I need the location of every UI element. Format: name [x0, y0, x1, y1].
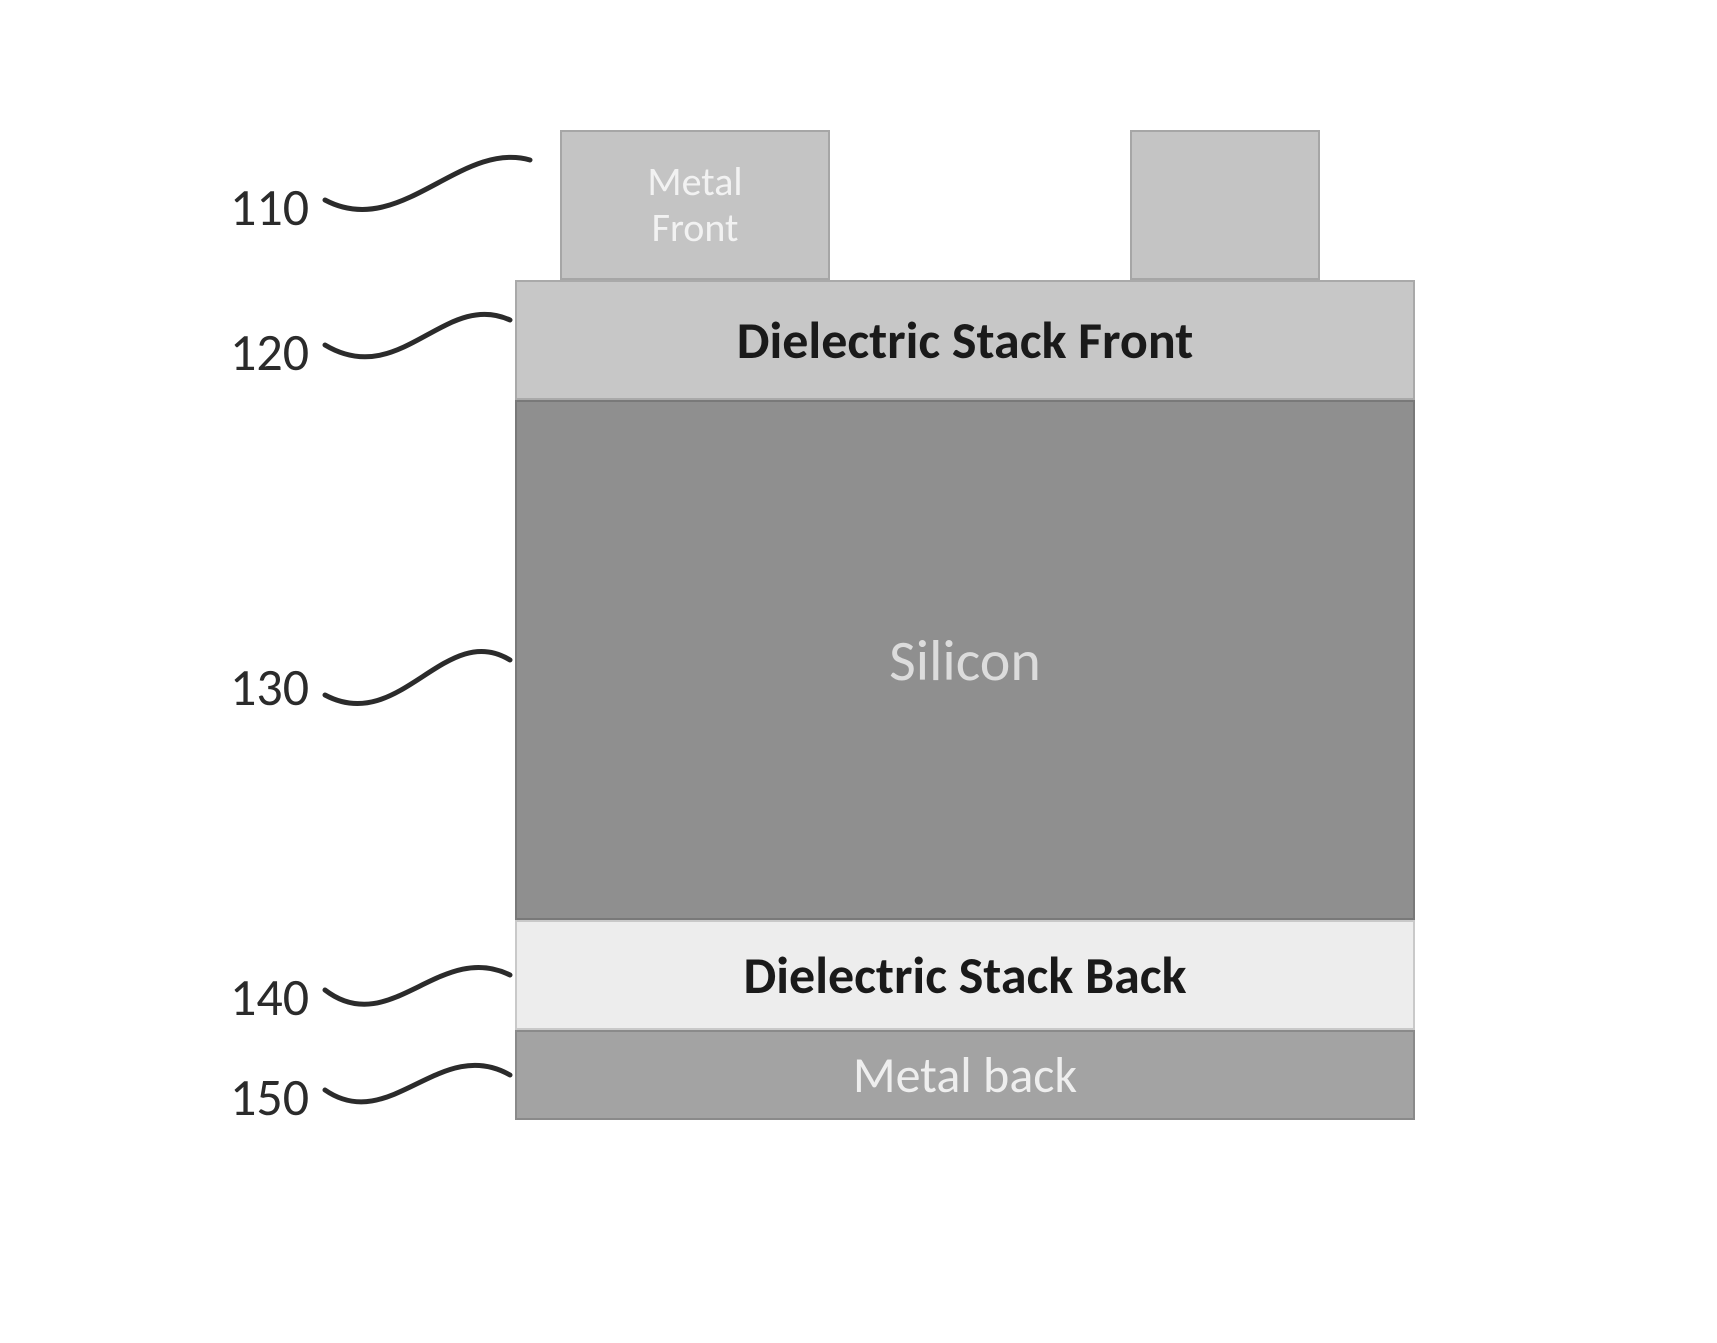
layer-label-dielectric-front: Dielectric Stack Front [737, 308, 1194, 372]
swoosh-130 [325, 651, 510, 703]
layer-label-metal-back: Metal back [853, 1045, 1077, 1106]
callout-110: 110 [230, 175, 309, 239]
swoosh-140 [325, 967, 510, 1004]
callout-120: 120 [230, 320, 309, 384]
swoosh-110 [325, 157, 530, 209]
callout-140: 140 [230, 965, 309, 1029]
callout-130: 130 [230, 655, 309, 719]
layer-silicon: Silicon [515, 400, 1415, 920]
layer-dielectric-front: Dielectric Stack Front [515, 280, 1415, 400]
swoosh-120 [325, 314, 510, 357]
layer-metal-front-2 [1130, 130, 1320, 280]
callout-150: 150 [230, 1065, 309, 1129]
layer-metal-back: Metal back [515, 1030, 1415, 1120]
layer-label-dielectric-back: Dielectric Stack Back [743, 943, 1186, 1007]
swoosh-150 [325, 1065, 510, 1102]
layer-metal-front-1: MetalFront [560, 130, 830, 280]
layer-label-metal-front-1: MetalFront [647, 159, 742, 251]
layer-dielectric-back: Dielectric Stack Back [515, 920, 1415, 1030]
layer-label-silicon: Silicon [889, 625, 1041, 696]
diagram-canvas: MetalFront Dielectric Stack Front Silicon D… [0, 0, 1717, 1343]
